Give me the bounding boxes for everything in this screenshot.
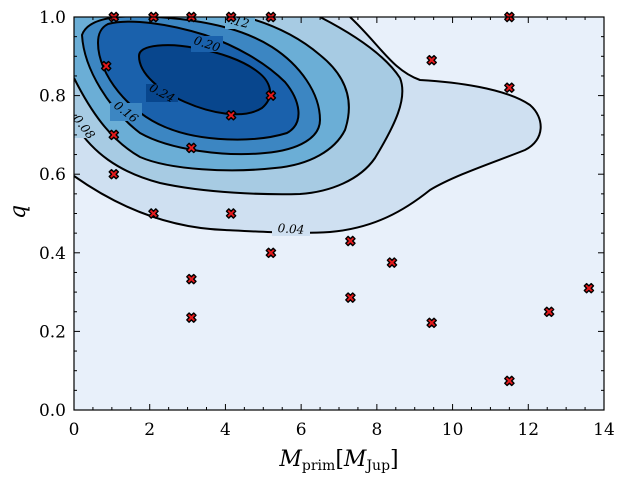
contour-label-bg-0.16 (110, 103, 142, 121)
y-axis-title: q (6, 205, 31, 219)
data-point (186, 273, 197, 285)
y-tick-label: 0.6 (39, 165, 66, 185)
data-point (345, 235, 356, 247)
data-point (386, 257, 398, 268)
x-tick-label: 4 (220, 420, 231, 440)
contour-line-0.20 (96, 20, 300, 141)
data-point (108, 129, 120, 141)
contour-label-bg-0.04 (272, 220, 310, 236)
contour-line-0.24 (137, 44, 272, 116)
contour-label-bg-0.24 (146, 84, 178, 102)
x-tick-label: 6 (296, 420, 307, 440)
contour-line-0.16 (80, 17, 322, 156)
contour-line-0.12 (74, 17, 350, 172)
contour-label-bg-0.08 (74, 118, 94, 138)
y-tick-label: 0.0 (39, 401, 66, 421)
data-point (100, 60, 112, 72)
data-point (148, 208, 159, 219)
data-point (426, 317, 437, 329)
data-point (504, 375, 515, 387)
data-point (426, 54, 437, 66)
contour-label-0.04: 0.04 (277, 221, 305, 237)
data-point (186, 312, 197, 323)
y-tick-label: 0.8 (39, 87, 66, 107)
x-tick-label: 8 (371, 420, 382, 440)
y-tick-label: 1.0 (39, 8, 66, 28)
x-tick-label: 14 (593, 420, 615, 440)
contour-lines (74, 17, 542, 234)
contour-label-bg-0.20 (191, 36, 223, 52)
contour-line-0.08 (74, 17, 404, 196)
data-point (186, 142, 197, 154)
contour-region: 0.04 0.08 .12 0.16 0.20 0.24 (74, 17, 604, 410)
data-point (265, 90, 277, 101)
data-point (504, 82, 515, 93)
y-tick-label: 0.2 (39, 322, 66, 342)
x-tick-label: 0 (69, 420, 80, 440)
data-point (543, 306, 555, 318)
x-axis-title: Mprim[MJup] (278, 447, 398, 474)
x-tick-label: 10 (442, 420, 464, 440)
data-point-markers (100, 11, 595, 387)
y-tick-label: 0.4 (39, 244, 66, 264)
data-point (265, 247, 277, 259)
axis-ticks: 0 2 4 6 8 10 12 14 0.0 0.2 0.4 0.6 0.8 1.0 (39, 8, 615, 440)
x-tick-label: 12 (517, 420, 539, 440)
contour-line-0.04 (74, 17, 542, 234)
data-point (345, 292, 356, 303)
data-point (108, 168, 120, 180)
data-point (583, 282, 595, 294)
data-point (225, 208, 237, 219)
contour-fill-level-6 (139, 45, 271, 115)
x-tick-label: 2 (144, 420, 155, 440)
data-point (225, 110, 237, 121)
